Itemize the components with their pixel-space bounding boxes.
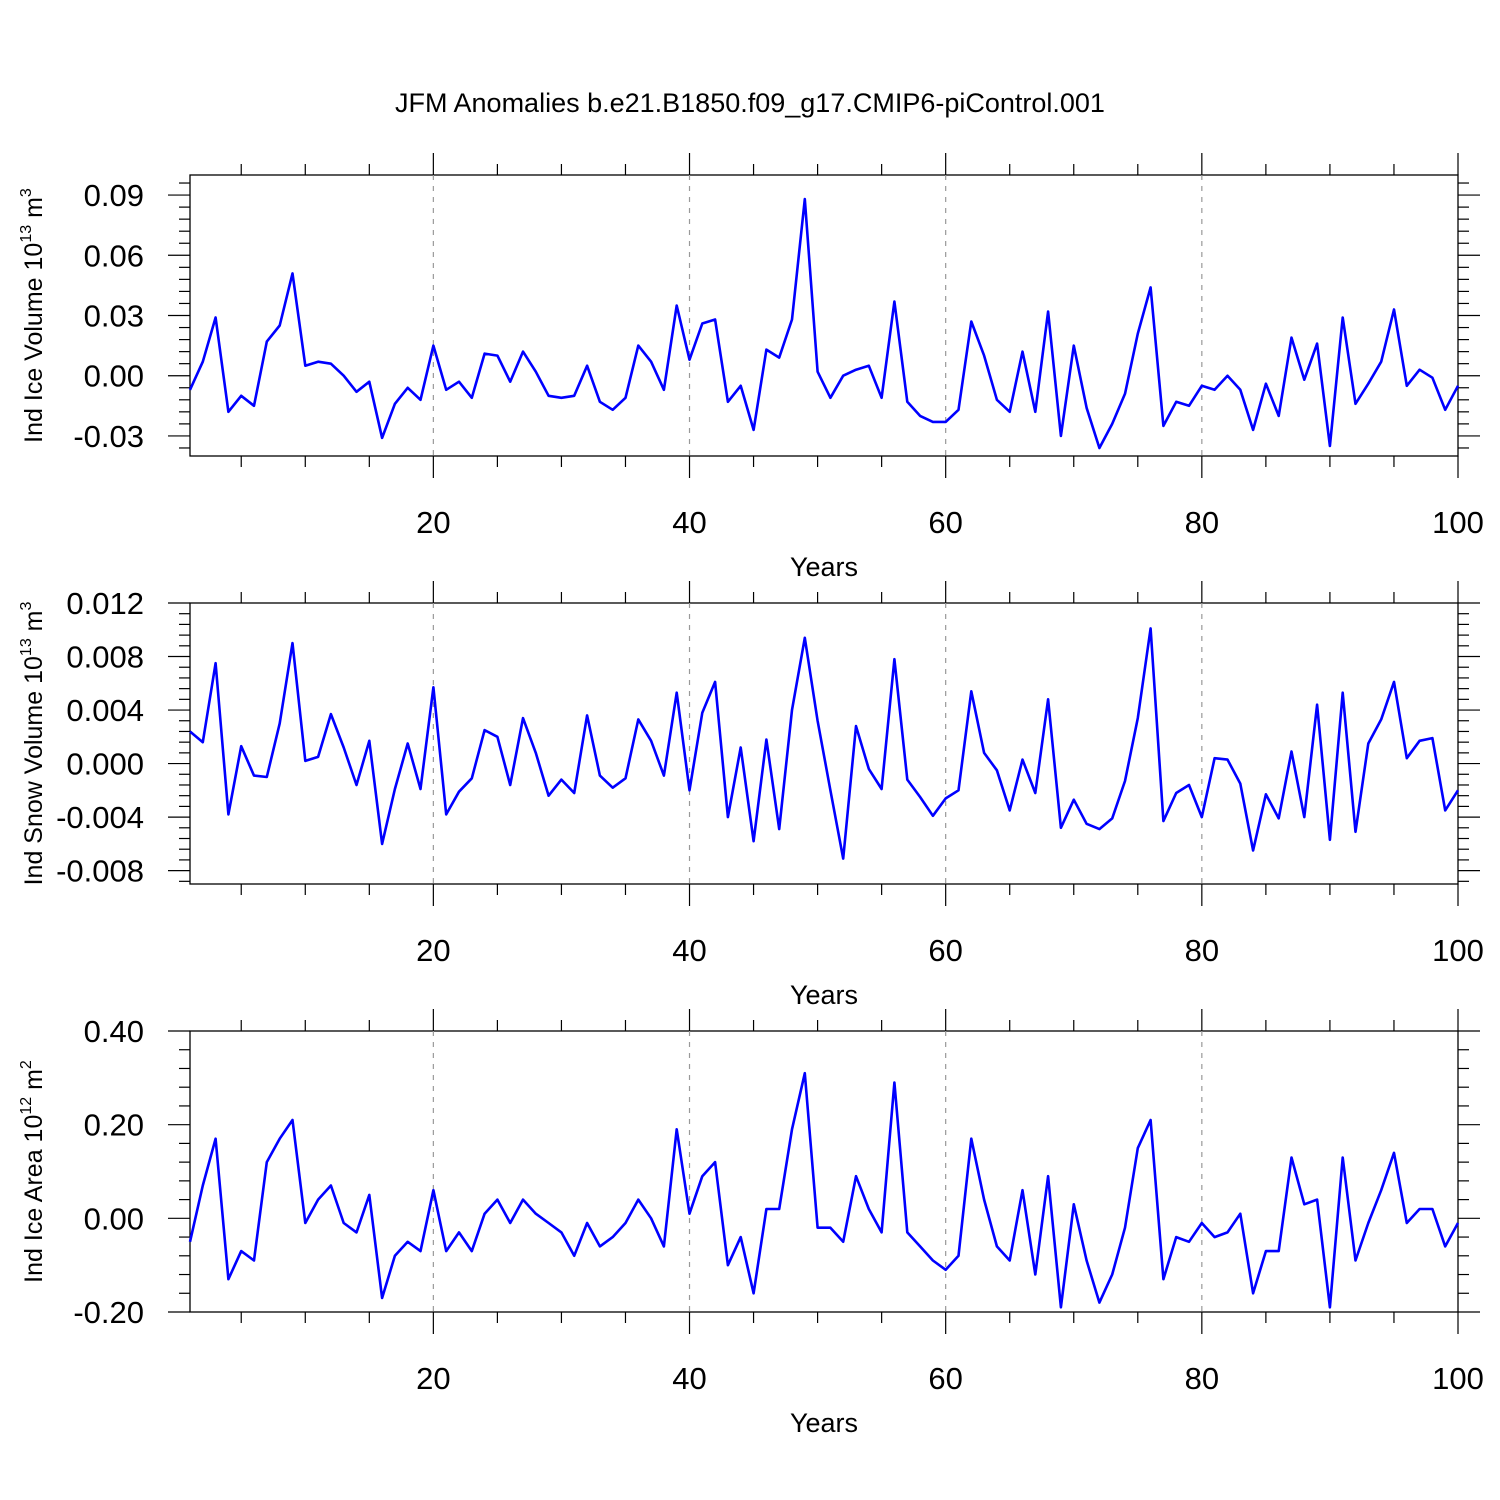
y-tick-label: 0.03 <box>84 299 144 334</box>
y-tick-label: 0.00 <box>84 1201 144 1236</box>
x-tick-label: 80 <box>1185 505 1219 540</box>
y-tick-label: 0.000 <box>66 747 144 782</box>
plot-frame <box>189 602 1459 885</box>
y-axis-label: Ind Ice Volume 1013 m3 <box>18 188 48 443</box>
y-tick-label: 0.004 <box>66 693 144 728</box>
panel-3: 20 40 60 80 100 -0.20 0.00 0.20 0.40 Years Ind Ice… <box>18 1009 1484 1438</box>
series-line <box>188 1071 1460 1309</box>
x-tick-label: 80 <box>1185 1361 1219 1396</box>
panels: 20 40 60 80 100 -0.03 0.00 0.03 0.06 0.09 Years Ind… <box>18 153 1484 1438</box>
figure-title: JFM Anomalies b.e21.B1850.f09_g17.CMIP6-… <box>395 88 1105 118</box>
y-tick-label: -0.004 <box>56 800 144 835</box>
x-tick-label: 40 <box>672 1361 706 1396</box>
plot-frame <box>189 1030 1459 1313</box>
y-tick-label: 0.09 <box>84 178 144 213</box>
y-axis-label: Ind Snow Volume 1013 m3 <box>18 602 48 886</box>
series-line <box>188 197 1460 450</box>
x-tick-label: 100 <box>1432 1361 1484 1396</box>
x-tick-label: 60 <box>928 1361 962 1396</box>
x-tick-label: 60 <box>928 933 962 968</box>
y-tick-label: 0.008 <box>66 640 144 675</box>
y-axis-label: Ind Ice Area 1012 m2 <box>18 1060 48 1283</box>
y-tick-label: -0.008 <box>56 854 144 889</box>
y-tick-label: -0.20 <box>73 1295 144 1330</box>
x-tick-label: 20 <box>416 505 450 540</box>
y-tick-label: 0.06 <box>84 238 144 273</box>
y-tick-label: 0.40 <box>84 1014 144 1049</box>
x-tick-label: 100 <box>1432 933 1484 968</box>
x-tick-label: 20 <box>416 1361 450 1396</box>
x-axis-label: Years <box>790 552 858 582</box>
x-tick-label: 60 <box>928 505 962 540</box>
x-tick-label: 80 <box>1185 933 1219 968</box>
x-axis-label: Years <box>790 980 858 1010</box>
y-tick-label: 0.20 <box>84 1108 144 1143</box>
panel-1: 20 40 60 80 100 -0.03 0.00 0.03 0.06 0.09 Years Ind… <box>18 153 1484 582</box>
x-tick-label: 40 <box>672 505 706 540</box>
y-tick-label: 0.00 <box>84 359 144 394</box>
y-tick-label: -0.03 <box>73 419 144 454</box>
series-line <box>189 627 1460 860</box>
x-tick-label: 100 <box>1432 505 1484 540</box>
panel-2: 20 40 60 80 100 -0.008 -0.004 0.000 0.004 0.008 0.… <box>18 581 1484 1010</box>
y-tick-label: 0.012 <box>66 586 144 621</box>
x-tick-label: 40 <box>672 933 706 968</box>
x-axis-label: Years <box>790 1408 858 1438</box>
plot-frame <box>189 174 1459 457</box>
x-tick-label: 20 <box>416 933 450 968</box>
